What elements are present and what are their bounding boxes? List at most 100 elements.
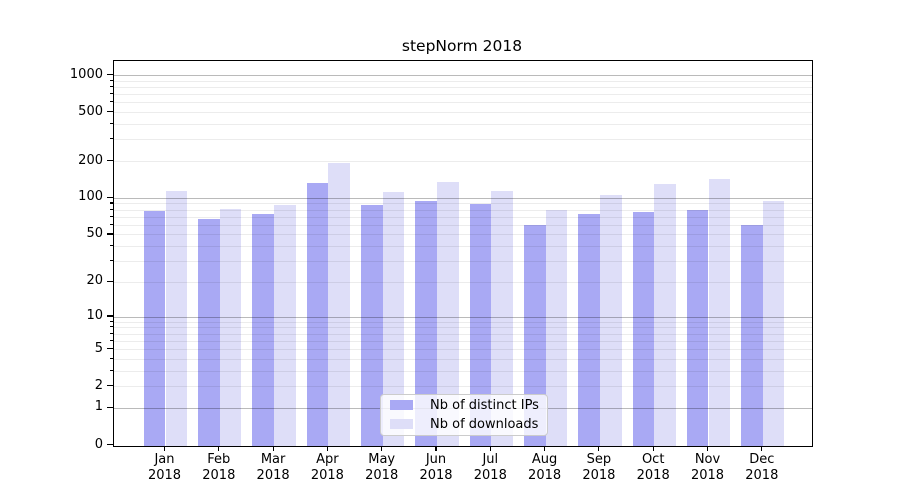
x-tick-month: Apr [316,452,339,467]
y-tick-mark [107,347,113,350]
x-tick-mark [272,446,274,451]
bar-downloads-feb [219,208,242,446]
gridline-minor [114,261,812,263]
bar-downloads-dec [762,200,785,446]
y-minor-tick-mark [109,208,113,210]
y-tick-label: 200 [78,152,103,168]
bar-downloads-aug [545,210,568,446]
gridline-minor [114,216,812,218]
bars-layer [114,61,812,446]
y-minor-tick-mark [109,260,113,262]
y-tick-label: 20 [86,273,103,289]
x-tick-month: Nov [694,452,721,467]
bar-downloads-sep [599,194,622,446]
x-tick-month: Oct [641,452,665,467]
y-tick-label: 100 [78,189,103,205]
bar-distinct-ips-dec [741,225,763,446]
y-minor-tick-mark [109,79,113,81]
legend-item-downloads: Nb of downloads [390,416,547,432]
x-tick-mark [218,446,220,451]
bar-distinct-ips-aug [523,224,546,446]
y-minor-tick-mark [109,369,113,371]
x-tick-mark [544,446,546,451]
y-tick-label: 10 [86,308,103,324]
bar-downloads-jul [491,191,513,446]
x-tick-year: 2018 [147,468,182,483]
x-tick-month: Mar [260,452,286,467]
x-tick-mark [598,446,600,451]
x-tick-month: May [368,452,396,467]
gridline-minor [114,80,812,82]
y-minor-tick-mark [109,85,113,88]
y-tick-label: 1 [94,399,103,415]
x-tick-year: 2018 [636,468,670,483]
y-minor-tick-mark [109,326,113,328]
legend-swatch-distinct-ips [390,400,413,410]
gridline-minor [114,333,812,335]
gridline-minor [114,161,812,163]
legend-label-distinct-ips: Nb of distinct IPs [430,397,539,413]
x-tick-year: 2018 [690,468,725,483]
gridline-minor [114,358,812,360]
bar-distinct-ips-mar [252,214,275,446]
x-tick-label: Sep 2018 [569,452,629,484]
x-tick-mark [706,446,709,451]
y-tick-label: 0 [94,436,103,452]
gridline-major [114,316,812,318]
bar-distinct-ips-jun [415,201,437,446]
x-tick-month: Jul [482,452,499,467]
gridline-minor [114,224,812,226]
gridline-minor [114,102,812,104]
x-tick-label: Jun 2018 [406,452,466,484]
y-tick-label: 5 [94,340,103,356]
y-tick-label: 1000 [69,66,103,82]
y-minor-tick-mark [109,215,113,217]
x-tick-month: Jun [425,452,447,467]
gridline-minor [114,321,812,323]
bar-downloads-oct [654,184,676,446]
x-tick-label: Jan 2018 [135,452,195,484]
y-minor-tick-mark [109,138,113,140]
gridline-minor [114,234,812,236]
plot-area: Nb of distinct IPs Nb of downloads [113,59,813,447]
gridline-minor [114,86,812,88]
bar-distinct-ips-feb [198,218,220,446]
x-tick-year: 2018 [582,468,616,483]
gridline-minor [114,139,812,141]
gridline-minor [114,124,812,126]
x-tick-year: 2018 [473,468,507,483]
bar-downloads-mar [274,204,296,446]
x-tick-label: Dec 2018 [732,452,792,484]
x-tick-label: May 2018 [352,452,412,484]
y-minor-tick-mark [109,357,113,359]
y-minor-tick-mark [109,320,113,322]
legend-item-distinct-ips: Nb of distinct IPs [390,397,547,413]
y-minor-tick-mark [109,101,113,103]
x-tick-label: Oct 2018 [623,452,683,484]
y-tick-mark [107,280,113,283]
y-tick-label: 50 [86,225,103,241]
x-tick-label: Mar 2018 [243,452,303,484]
legend-swatch-downloads [390,419,413,429]
bar-distinct-ips-may [361,205,383,446]
x-tick-year: 2018 [745,468,779,483]
x-tick-month: Jan [154,452,175,467]
gridline-minor [114,386,812,388]
x-tick-year: 2018 [419,468,453,483]
gridline-minor [114,281,812,283]
x-tick-mark [652,446,654,451]
y-minor-tick-mark [109,245,113,247]
y-minor-tick-mark [109,202,113,204]
bar-distinct-ips-oct [632,211,655,446]
x-tick-mark [435,446,437,451]
y-tick-mark [107,111,113,113]
x-tick-label: Jul 2018 [460,452,520,484]
x-tick-mark [326,446,328,451]
gridline-minor [114,209,812,211]
x-tick-label: Feb 2018 [189,452,249,484]
bar-distinct-ips-nov [686,210,709,446]
y-minor-tick-mark [109,93,113,95]
x-tick-year: 2018 [365,468,399,483]
x-tick-year: 2018 [202,468,236,483]
